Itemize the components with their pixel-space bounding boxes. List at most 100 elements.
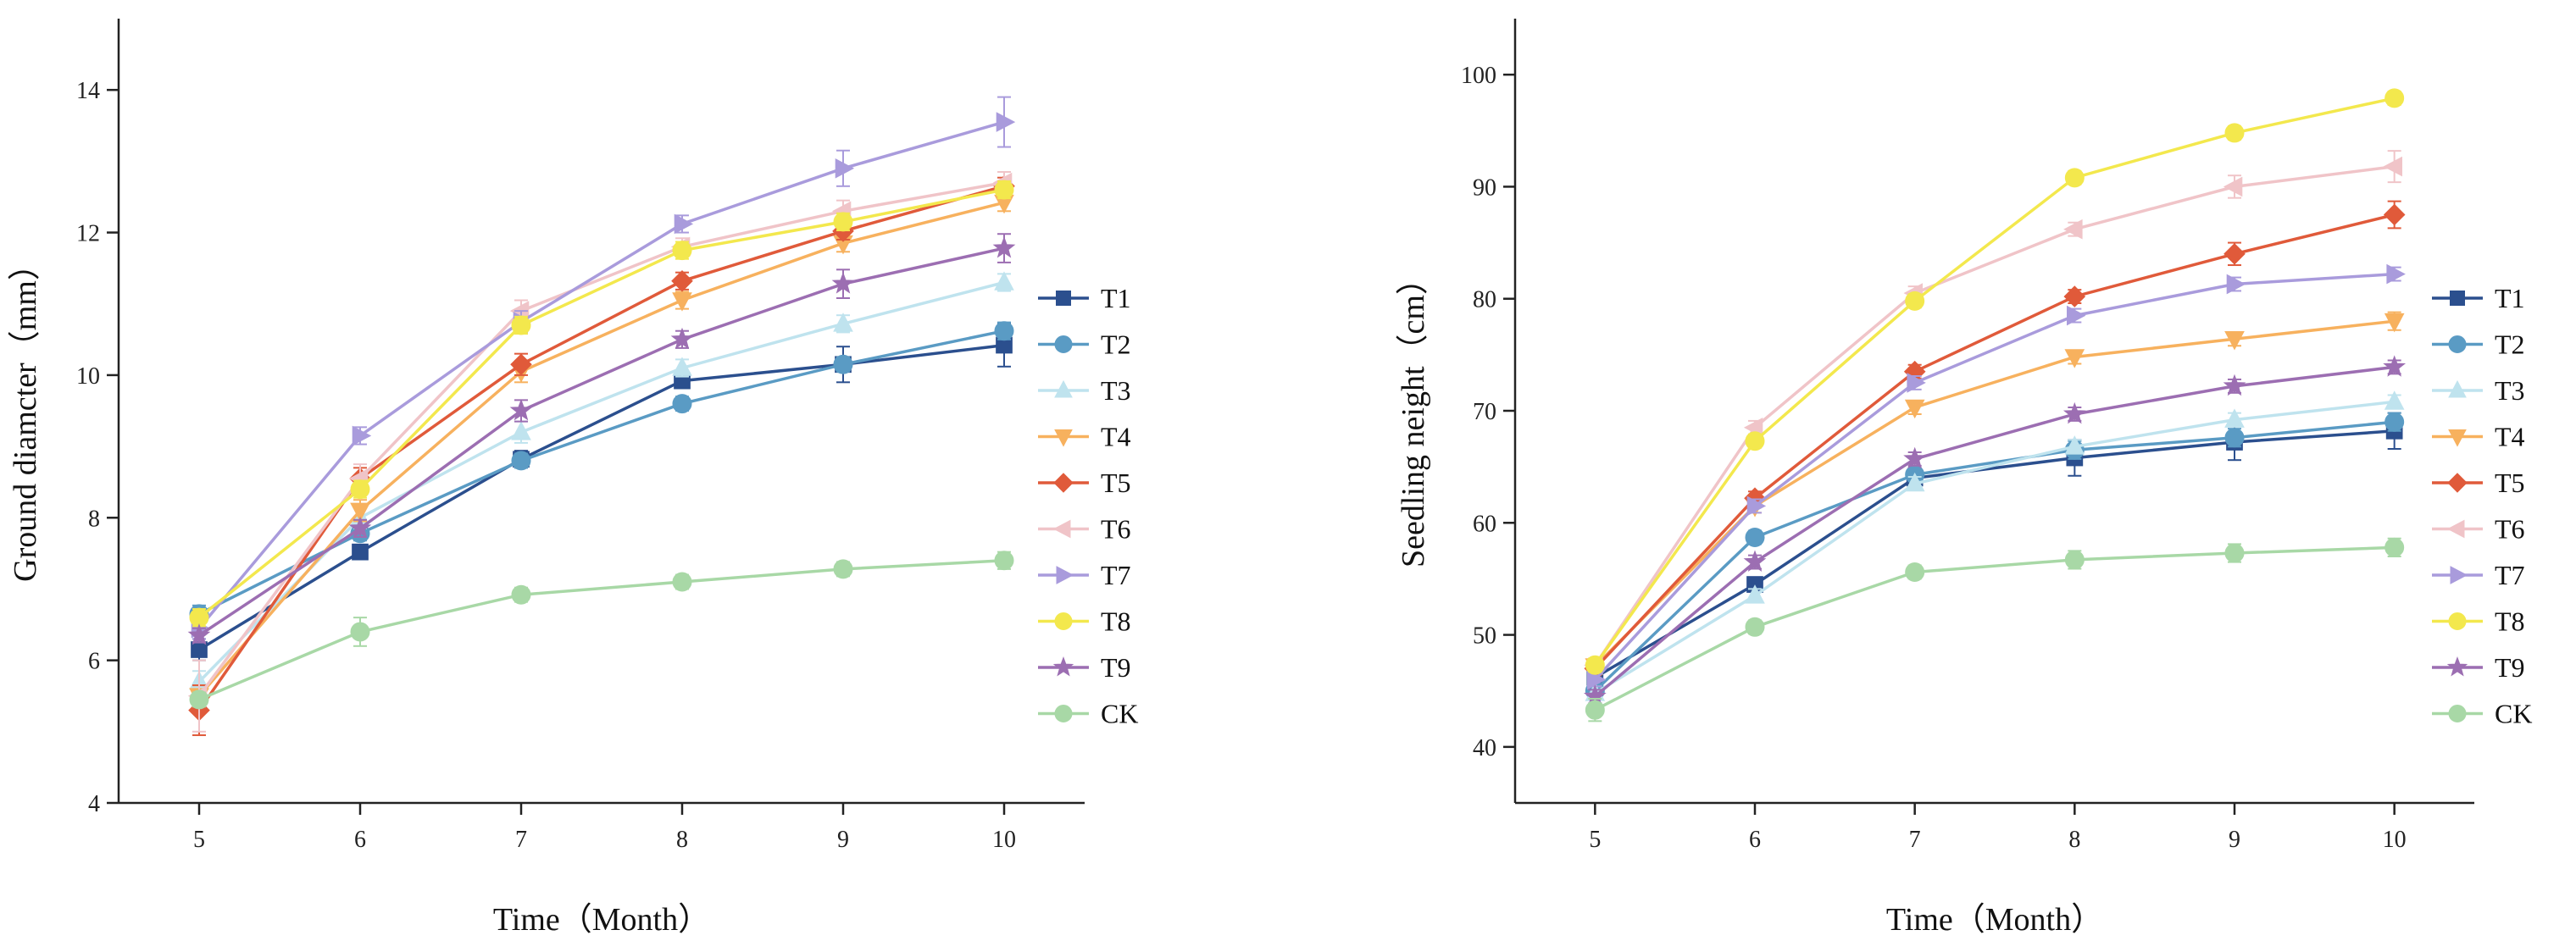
y-tick-label: 8	[88, 506, 100, 532]
data-point	[2223, 176, 2243, 197]
legend-marker	[2448, 379, 2467, 398]
data-point	[350, 479, 370, 500]
series-line	[1594, 365, 2395, 698]
legend-marker	[1054, 379, 1073, 398]
x-tick-label: 7	[515, 827, 527, 853]
y-axis-title: Ground diamcter（mm）	[8, 248, 43, 582]
data-point	[1743, 550, 1767, 572]
legend-label: T4	[1101, 422, 1131, 452]
data-point	[994, 180, 1014, 200]
legend-label: T2	[1101, 329, 1131, 360]
data-point	[1904, 472, 1925, 492]
data-point	[994, 321, 1014, 341]
legend-label: T9	[1101, 652, 1131, 683]
data-point	[2383, 203, 2406, 226]
data-point	[833, 559, 853, 579]
legend-marker	[2448, 429, 2467, 447]
series-line	[1594, 545, 2395, 711]
data-point	[1905, 291, 1925, 311]
data-point	[511, 315, 531, 335]
legend-label: T9	[2495, 652, 2525, 683]
y-tick-label: 12	[76, 221, 100, 247]
data-point	[1745, 617, 1765, 637]
legend-marker	[1054, 429, 1073, 447]
legend-label: T5	[1101, 468, 1131, 498]
data-point	[2224, 331, 2245, 351]
data-point	[1587, 669, 1607, 690]
series-t8	[1585, 88, 2405, 675]
legend-marker	[1056, 566, 1074, 584]
data-point	[352, 543, 369, 561]
data-point	[1904, 399, 1925, 419]
x-tick-label: 6	[354, 827, 366, 853]
data-point	[2383, 156, 2402, 177]
x-tick-label: 7	[1909, 827, 1921, 853]
y-tick-label: 10	[76, 363, 100, 390]
series-ck	[1585, 537, 2405, 722]
data-point	[2223, 374, 2246, 396]
x-axis-title: Time（Month）	[493, 902, 710, 938]
data-point	[992, 235, 1016, 258]
legend-label: T3	[1101, 375, 1131, 406]
series-t9	[187, 233, 1016, 645]
legend-marker	[1054, 335, 1073, 353]
x-tick-label: 8	[676, 827, 688, 853]
y-axis-title: Seedling neight（cm）	[1396, 263, 1431, 567]
y-tick-label: 70	[1473, 399, 1496, 425]
series-t8	[189, 180, 1014, 628]
data-point	[2384, 390, 2405, 410]
legend-marker	[2448, 705, 2467, 722]
series-line	[1594, 272, 2395, 681]
data-point	[2064, 550, 2085, 570]
data-point	[2224, 543, 2245, 563]
series-line	[198, 343, 1005, 651]
series-t6	[1584, 150, 2402, 676]
data-point	[1746, 495, 1767, 517]
series-line	[197, 120, 1005, 629]
x-tick-label: 10	[2383, 827, 2407, 853]
data-point	[189, 689, 209, 710]
series-line	[1594, 420, 2395, 692]
data-point	[511, 451, 531, 471]
series-line	[1594, 400, 2395, 695]
data-point	[672, 357, 692, 376]
x-tick-label: 5	[193, 827, 205, 853]
data-point	[2063, 285, 2086, 307]
y-tick-label: 50	[1473, 623, 1496, 650]
data-point	[831, 272, 855, 294]
data-point	[348, 516, 372, 539]
series-t2	[189, 321, 1014, 624]
data-point	[2224, 123, 2245, 143]
legend-label: T1	[2495, 283, 2525, 313]
data-point	[996, 112, 1016, 132]
data-point	[1905, 562, 1925, 582]
legend-marker	[1054, 705, 1073, 722]
data-point	[1585, 655, 1605, 675]
data-point	[191, 641, 208, 658]
data-point	[2384, 313, 2405, 333]
data-point	[2062, 401, 2086, 424]
legend-marker	[1054, 612, 1073, 630]
y-tick-label: 40	[1473, 735, 1496, 761]
x-axis-title: Time（Month）	[1886, 902, 2103, 938]
data-point	[670, 327, 694, 350]
x-tick-label: 5	[1589, 827, 1601, 853]
legend: T1 T2 T3 T4 T5 T6 T7 T8 T9 CK	[2432, 283, 2532, 729]
data-point	[2384, 412, 2405, 432]
data-point	[2064, 435, 2085, 455]
y-tick-label: 4	[88, 791, 100, 817]
series-line	[1594, 319, 2395, 667]
x-tick-label: 9	[2229, 827, 2240, 853]
y-tick-label: 90	[1473, 174, 1496, 201]
data-point	[2226, 274, 2246, 295]
data-point	[509, 398, 533, 421]
data-point	[2063, 219, 2083, 240]
data-point	[2064, 168, 2085, 188]
data-point	[1903, 446, 1927, 469]
legend-label: T6	[1101, 514, 1131, 545]
legend-marker	[2447, 473, 2468, 493]
series-line	[1593, 97, 2396, 667]
legend-marker	[2450, 291, 2465, 306]
legend-marker	[2450, 566, 2468, 584]
data-point	[671, 269, 693, 292]
